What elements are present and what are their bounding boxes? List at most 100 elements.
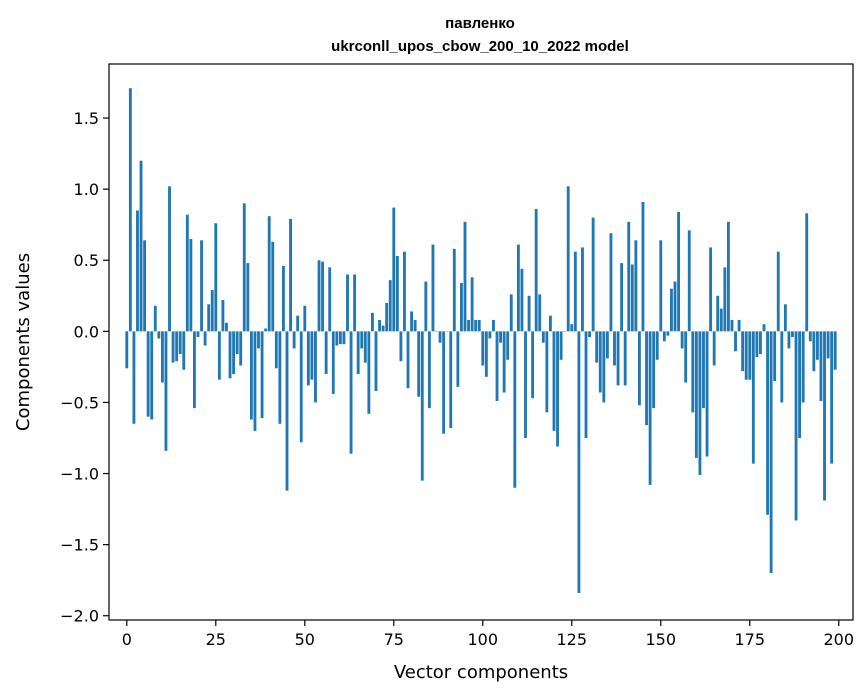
bar bbox=[331, 331, 335, 394]
bar bbox=[217, 331, 221, 380]
bar bbox=[744, 331, 748, 380]
bar bbox=[616, 331, 620, 386]
bar bbox=[335, 331, 339, 346]
bar bbox=[830, 331, 834, 464]
bar bbox=[353, 274, 357, 332]
bar bbox=[221, 300, 225, 332]
bar bbox=[374, 331, 378, 392]
bar bbox=[787, 331, 791, 349]
bar bbox=[719, 308, 723, 332]
bar bbox=[246, 263, 250, 332]
bar bbox=[132, 331, 136, 424]
bar bbox=[306, 331, 310, 386]
bar bbox=[694, 331, 698, 458]
bar bbox=[360, 331, 364, 349]
bar bbox=[648, 331, 652, 485]
bar bbox=[794, 331, 798, 521]
bar bbox=[395, 255, 399, 332]
bar bbox=[552, 331, 556, 431]
bar bbox=[815, 331, 819, 360]
bar bbox=[737, 319, 741, 332]
bar bbox=[431, 244, 435, 332]
bar bbox=[410, 311, 414, 332]
bar bbox=[296, 315, 300, 332]
x-axis-label: Vector components bbox=[394, 662, 568, 683]
x-tick-label: 25 bbox=[206, 630, 226, 649]
bar bbox=[399, 331, 403, 362]
bar bbox=[705, 331, 709, 457]
bar bbox=[734, 331, 737, 352]
bar bbox=[452, 248, 456, 332]
bar bbox=[509, 294, 513, 332]
bar bbox=[780, 331, 784, 403]
bar bbox=[805, 213, 809, 332]
bar bbox=[139, 160, 143, 332]
bar bbox=[467, 319, 470, 332]
bar bbox=[534, 209, 538, 332]
bar bbox=[249, 331, 253, 420]
bar bbox=[449, 331, 453, 429]
bar bbox=[538, 294, 542, 332]
chart-subtitle: ukrconll_upos_cbow_200_10_2022 model bbox=[331, 38, 629, 55]
bar bbox=[314, 331, 317, 403]
bar bbox=[723, 267, 727, 332]
bar bbox=[303, 305, 307, 332]
bar bbox=[559, 331, 563, 360]
y-tick-label: 0.0 bbox=[74, 322, 99, 341]
bar bbox=[285, 331, 289, 491]
bar bbox=[677, 211, 680, 332]
x-tick-label: 200 bbox=[823, 630, 854, 649]
bar bbox=[282, 265, 285, 332]
bar bbox=[570, 324, 574, 332]
bar bbox=[605, 331, 609, 359]
bar bbox=[128, 88, 132, 332]
bar bbox=[573, 251, 577, 332]
bar bbox=[356, 331, 360, 374]
bar bbox=[292, 331, 296, 349]
y-tick-label: 1.5 bbox=[74, 109, 99, 128]
bar bbox=[826, 331, 830, 359]
bar bbox=[531, 331, 535, 399]
bar bbox=[228, 331, 232, 379]
bar bbox=[698, 331, 702, 475]
bar bbox=[299, 331, 303, 443]
bar bbox=[630, 264, 634, 332]
bar bbox=[484, 331, 488, 377]
bar bbox=[751, 331, 755, 464]
bar bbox=[716, 295, 720, 332]
bar bbox=[153, 305, 157, 332]
bar bbox=[328, 267, 332, 332]
bar bbox=[577, 331, 581, 593]
bar bbox=[613, 331, 616, 366]
bar bbox=[680, 331, 684, 349]
bar bbox=[271, 241, 275, 332]
bar bbox=[146, 331, 150, 417]
bar bbox=[171, 331, 175, 363]
bar bbox=[623, 331, 627, 386]
bar bbox=[783, 304, 787, 332]
bar bbox=[470, 277, 474, 332]
bar bbox=[488, 331, 492, 339]
bar bbox=[801, 331, 805, 403]
chart-title: павленко bbox=[445, 15, 515, 32]
bar bbox=[548, 315, 552, 332]
y-axis-ticks: −2.0 −1.5 −1.0 −0.5 0.0 0.5 1.0 1.5 bbox=[60, 109, 109, 626]
x-tick-label: 100 bbox=[468, 630, 499, 649]
bar bbox=[413, 319, 417, 332]
bar bbox=[609, 233, 613, 332]
bar bbox=[499, 331, 503, 343]
bar bbox=[791, 331, 794, 338]
bar bbox=[520, 268, 524, 332]
bar bbox=[392, 207, 396, 332]
bar bbox=[242, 203, 246, 332]
bar bbox=[175, 331, 179, 362]
y-tick-label: −2.0 bbox=[60, 607, 99, 626]
bar bbox=[481, 331, 485, 366]
bar bbox=[310, 331, 314, 380]
bar bbox=[385, 302, 389, 332]
bar bbox=[645, 331, 648, 426]
bar bbox=[388, 280, 392, 332]
bar bbox=[342, 331, 346, 345]
bar bbox=[125, 331, 129, 369]
